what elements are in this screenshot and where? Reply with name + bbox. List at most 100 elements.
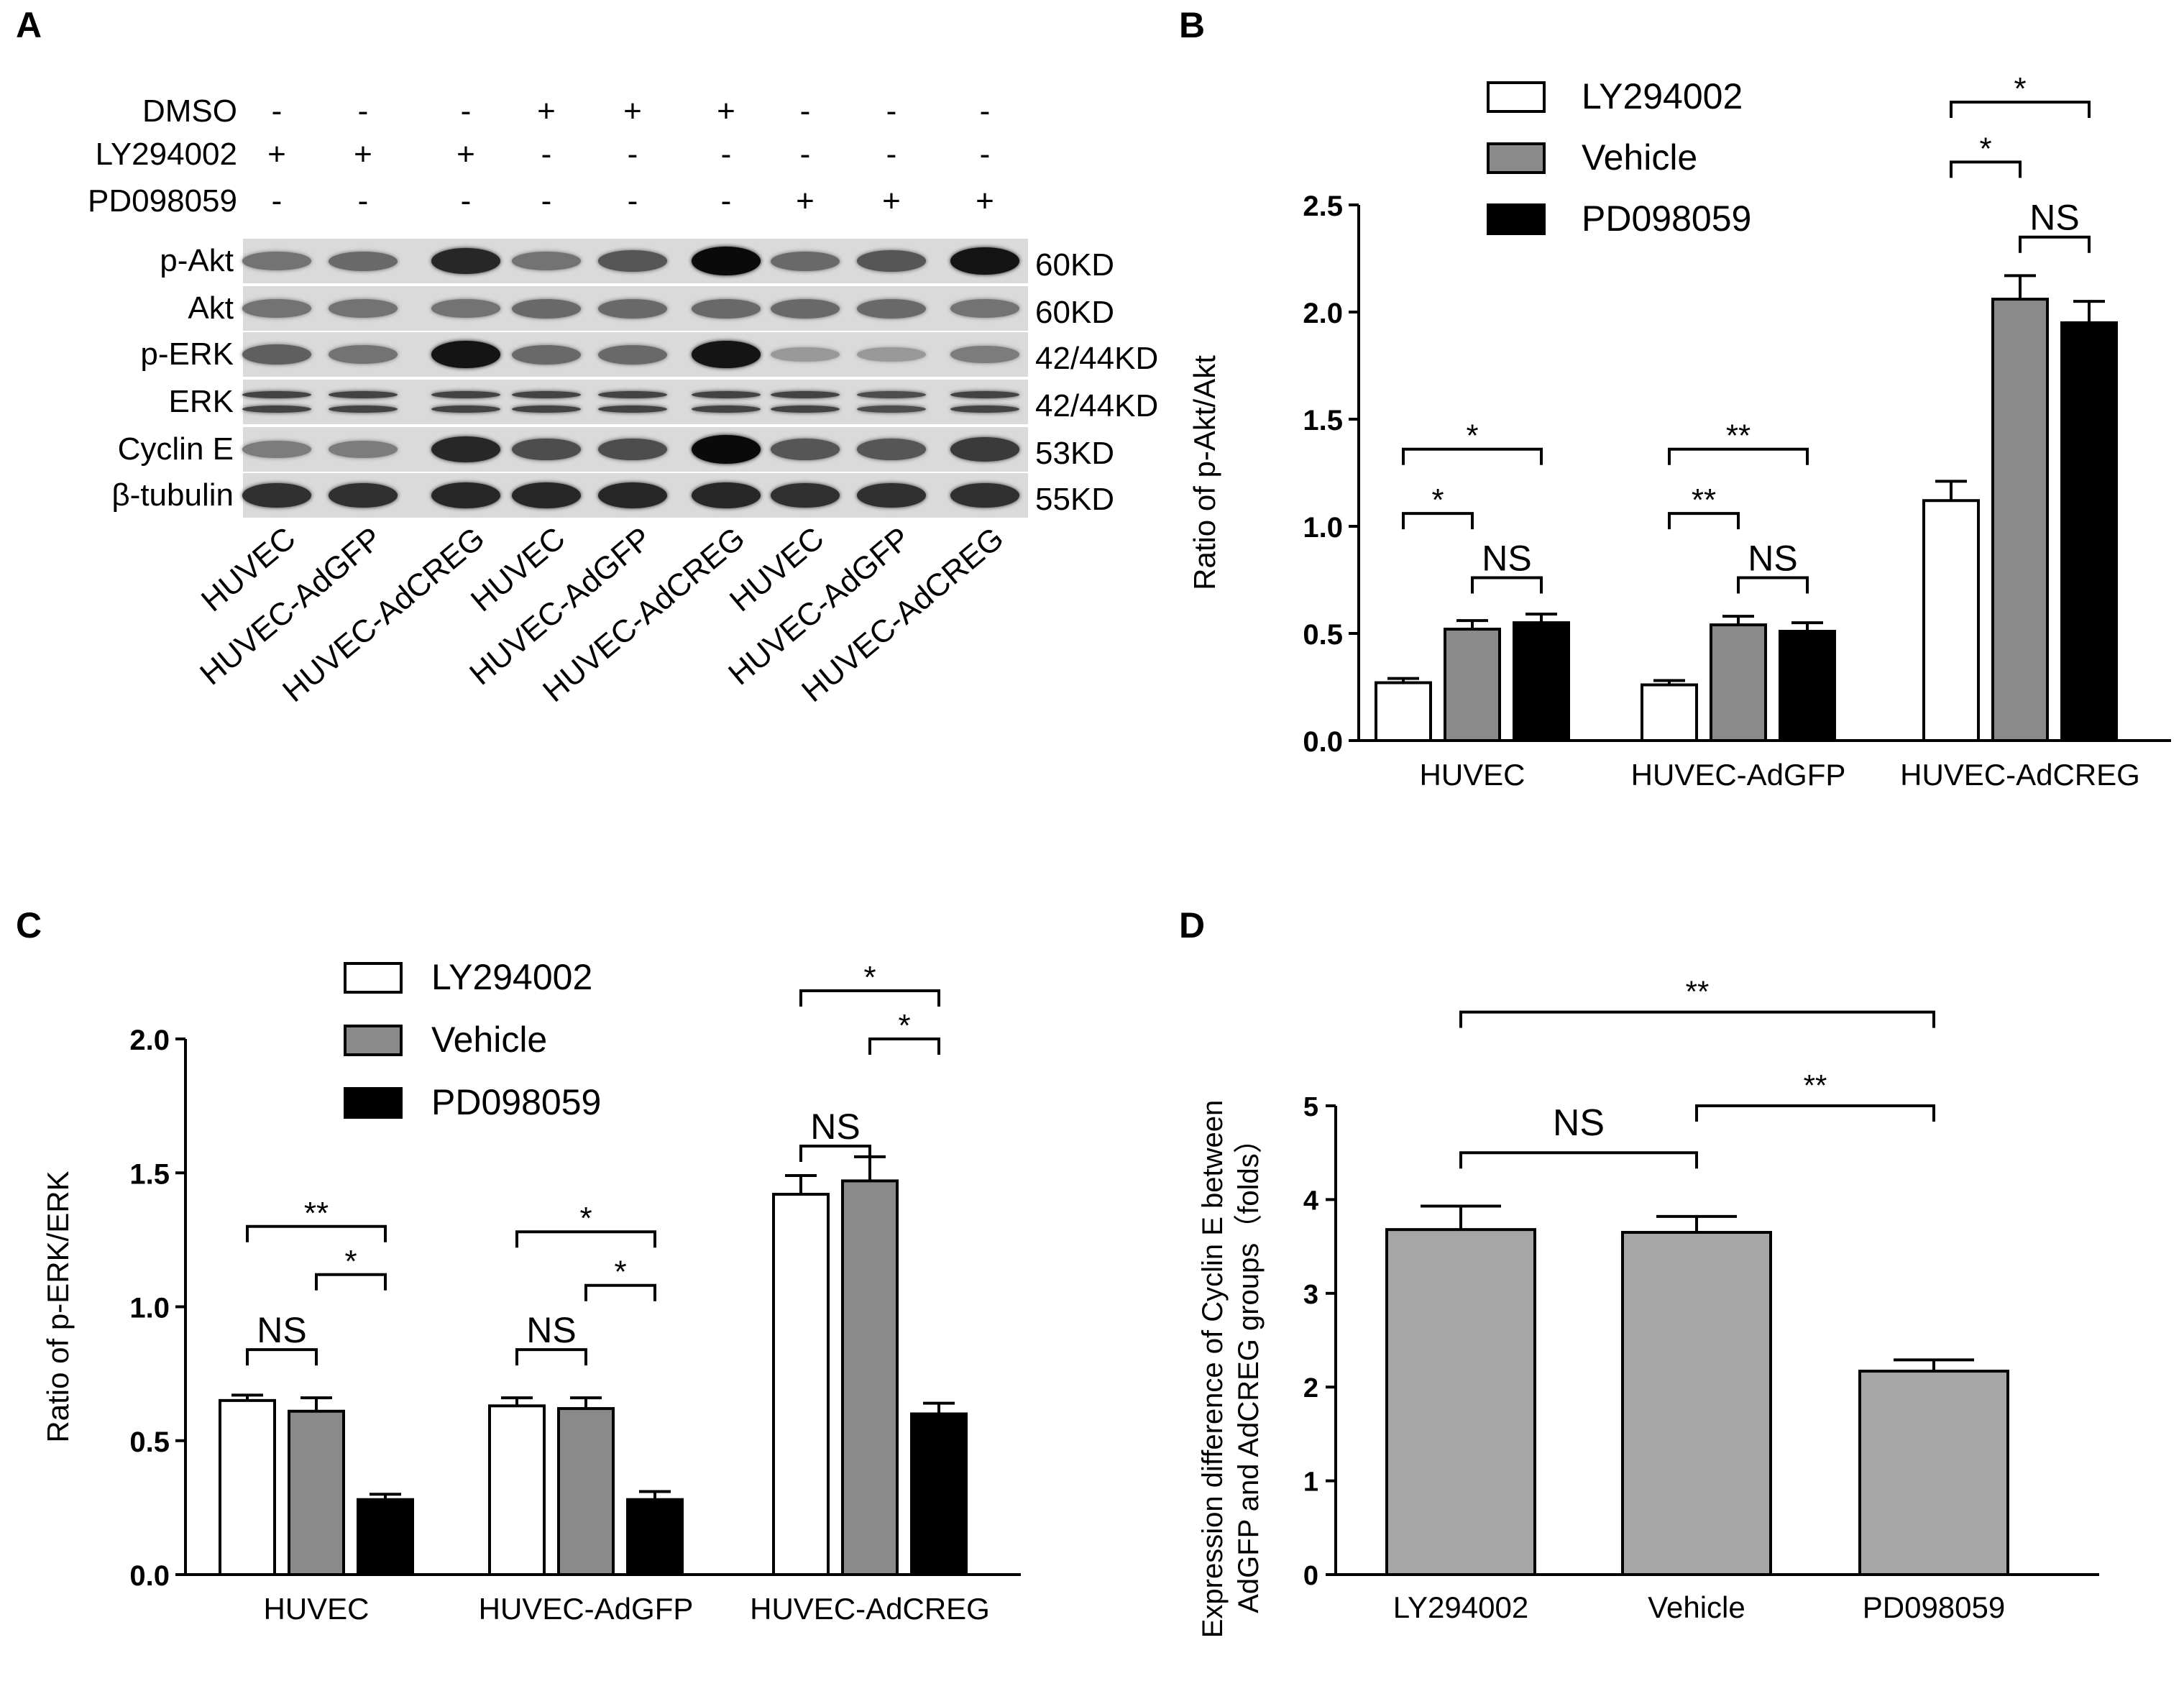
blot-band	[431, 247, 500, 275]
bar	[1444, 628, 1501, 742]
significance-bracket	[246, 1224, 387, 1242]
blot-row-label: p-Akt	[160, 243, 234, 278]
significance-label: NS	[526, 1310, 576, 1350]
significance-label: *	[1431, 482, 1444, 518]
panel-letter-a: A	[16, 5, 42, 45]
treatment-sign: +	[267, 137, 286, 172]
kd-label: 53KD	[1035, 436, 1115, 471]
blot-band	[950, 345, 1019, 364]
significance-bracket	[799, 1145, 871, 1162]
blot-strip	[243, 380, 1028, 424]
significance-label: **	[304, 1196, 329, 1231]
bar	[288, 1409, 345, 1577]
significance-label: *	[579, 1201, 592, 1236]
blot-band	[857, 406, 926, 413]
significance-bracket	[246, 1348, 318, 1366]
treatment-sign: +	[623, 93, 642, 129]
y-axis-label: AdGFP and AdCREG groups（folds）	[1233, 1125, 1265, 1613]
blot-band	[692, 340, 761, 369]
treatment-sign: -	[799, 93, 811, 129]
blot-band	[950, 482, 1019, 508]
blot-band	[857, 439, 926, 460]
treatment-sign: -	[271, 183, 283, 219]
blot-band	[857, 482, 926, 508]
legend-label: LY294002	[1582, 76, 1743, 116]
bar	[626, 1498, 684, 1577]
blot-band	[598, 482, 667, 509]
significance-bracket	[2019, 235, 2091, 253]
significance-label: NS	[1482, 539, 1531, 579]
blot-band	[692, 298, 761, 319]
significance-bracket	[1695, 1104, 1935, 1122]
significance-bracket	[1402, 447, 1543, 465]
y-tick-label: 2.0	[1303, 298, 1343, 329]
treatment-sign: -	[541, 137, 552, 172]
blot-band	[431, 406, 500, 413]
blot-row-label: p-ERK	[140, 336, 234, 372]
blot-band	[329, 345, 398, 364]
significance-label: *	[614, 1255, 626, 1290]
blot-band	[771, 406, 840, 413]
legend-swatch	[344, 962, 403, 994]
significance-bracket	[1459, 1010, 1935, 1028]
significance-label: *	[863, 960, 876, 995]
y-axis-label: Ratio of p-ERK/ERK	[41, 1171, 75, 1442]
bar	[1513, 621, 1570, 742]
blot-band	[692, 482, 761, 509]
bar	[1779, 630, 1836, 743]
chart-c: 0.0 0.5 1.0 1.5 2.0 Ratio of p-ERK/ERK HUVEC HU…	[41, 957, 1021, 1626]
significance-label: *	[1466, 418, 1478, 454]
treatment-sign: -	[720, 183, 732, 219]
panel-letter-d: D	[1179, 905, 1206, 945]
y-tick-label: 2.5	[1303, 191, 1343, 222]
significance-bracket	[1668, 447, 1809, 465]
blot-band	[950, 391, 1019, 398]
y-tick-label: 3	[1303, 1280, 1318, 1310]
kd-label: 60KD	[1035, 247, 1115, 283]
significance-bracket	[584, 1283, 656, 1301]
legend-label: PD098059	[1582, 198, 1751, 239]
bar	[841, 1179, 899, 1576]
treatment-sign: +	[976, 183, 994, 219]
blot-band	[857, 347, 926, 362]
blot-band	[431, 340, 500, 369]
blot-band	[512, 252, 581, 270]
blot-band	[512, 406, 581, 413]
bar	[1991, 298, 2049, 742]
treatment-sign: +	[456, 137, 475, 172]
category-label: HUVEC-AdGFP	[1631, 758, 1846, 792]
treatment-sign: -	[357, 93, 369, 129]
blot-band	[950, 406, 1019, 413]
y-axis-label: Expression difference of Cyclin E betwee…	[1197, 1100, 1229, 1639]
significance-bracket	[1471, 576, 1543, 594]
blot-band	[771, 251, 840, 271]
treatment-sign: +	[537, 93, 556, 129]
category-label: HUVEC	[263, 1592, 369, 1626]
blot-band	[512, 482, 581, 509]
blot-band	[857, 250, 926, 272]
blot-band	[242, 406, 311, 413]
y-tick-label: 0.5	[129, 1426, 170, 1458]
y-tick-label: 1	[1303, 1467, 1318, 1498]
blot-band	[950, 437, 1019, 462]
significance-label: **	[1726, 418, 1751, 454]
legend-swatch	[344, 1025, 403, 1056]
significance-label: *	[344, 1244, 357, 1279]
blot-band	[857, 298, 926, 319]
kd-label: 60KD	[1035, 295, 1115, 330]
blot-band	[242, 482, 311, 508]
blot-band	[692, 391, 761, 398]
bar	[357, 1498, 414, 1577]
bar	[2060, 321, 2118, 742]
panel-letter-b: B	[1179, 5, 1206, 45]
significance-label: *	[898, 1008, 910, 1043]
significance-bracket	[1402, 512, 1474, 530]
blot-row-label: Cyclin E	[117, 431, 234, 467]
y-tick-label: 0.0	[129, 1560, 170, 1592]
treatment-sign: -	[720, 137, 732, 172]
y-tick-label: 5	[1303, 1092, 1318, 1122]
chart-b: 0.0 0.5 1.0 1.5 2.0 2.5 Ratio of p-Akt/Akt HUVE…	[1188, 71, 2171, 792]
blot-band	[329, 251, 398, 271]
legend-swatch	[1487, 142, 1546, 174]
bar	[1621, 1231, 1772, 1576]
